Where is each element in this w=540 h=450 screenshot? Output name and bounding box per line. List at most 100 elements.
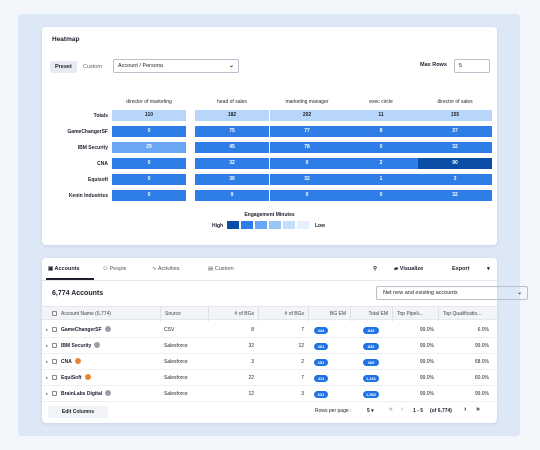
row-checkbox[interactable] [52, 391, 57, 396]
heatmap-cell[interactable]: 11 [344, 110, 418, 121]
heatmap-cell[interactable]: 0 [112, 126, 186, 137]
col-bgs-1-label: # of BGs [234, 311, 254, 317]
expand-caret-icon[interactable]: ▸ [46, 359, 49, 364]
rows-per-page-select[interactable]: 5 ▾ [367, 408, 374, 414]
row-checkbox[interactable] [52, 359, 57, 364]
col-top-pipeline[interactable]: Top Pipeli... [392, 307, 438, 321]
heatmap-cell[interactable]: 1 [344, 174, 418, 185]
heatmap-cell[interactable]: 202 [270, 110, 344, 121]
top-qualification-cell: 68.0% [474, 359, 489, 365]
custom-toggle[interactable]: Custom [83, 64, 102, 70]
heatmap-cell[interactable]: 9 [195, 190, 269, 201]
heatmap-cell[interactable]: 32 [418, 190, 492, 201]
heatmap-cell[interactable]: 0 [344, 142, 418, 153]
export-caret-icon[interactable]: ▾ [487, 266, 490, 272]
heatmap-cell[interactable]: 0 [270, 190, 344, 201]
tab-accounts[interactable]: ▣ Accounts [48, 266, 80, 272]
heatmap-cell[interactable]: 155 [418, 110, 492, 121]
tab-activities[interactable]: ∿ Activities [152, 266, 180, 272]
heatmap-cell[interactable]: 32 [195, 158, 269, 169]
heatmap-cell[interactable]: 0 [112, 190, 186, 201]
heatmap-cell[interactable]: 182 [195, 110, 269, 121]
expand-caret-icon[interactable]: ▸ [46, 391, 49, 396]
heatmap-cell[interactable]: 78 [270, 142, 344, 153]
heatmap-cell[interactable]: 45 [195, 142, 269, 153]
tab-divider [42, 280, 497, 281]
source-cell: Salesforce [164, 375, 188, 381]
bgs-1-cell: 8 [251, 327, 254, 333]
table-row[interactable]: ▸ GameChangerSF CSV 8 7 444 843 99.0% 6.0% [42, 322, 497, 338]
tab-people[interactable]: ⚇ People [103, 266, 127, 272]
status-dot-icon [94, 342, 101, 348]
heatmap-cell[interactable]: 0 [270, 158, 344, 169]
expand-caret-icon[interactable]: ▸ [46, 327, 49, 332]
account-name: EquiSoft [61, 375, 82, 381]
heatmap-cell[interactable]: 32 [418, 142, 492, 153]
heatmap-row-label: GameChangerSF [67, 129, 108, 135]
heatmap-cell[interactable]: 3 [418, 174, 492, 185]
table-row[interactable]: ▸ BrainLabs Digital Salesforce 12 3 631 1,552 9… [42, 386, 497, 402]
bg-em-badge: 251 [314, 359, 328, 366]
tab-custom[interactable]: ▤ Custom [208, 266, 234, 272]
bg-em-badge: 411 [314, 375, 328, 382]
status-dot-icon [74, 358, 81, 364]
edit-columns-button[interactable]: Edit Columns [48, 406, 108, 418]
visualize-button[interactable]: ▰ Visualize [394, 266, 423, 272]
tab-people-label: People [109, 266, 127, 272]
heatmap-cell[interactable]: 0 [112, 174, 186, 185]
account-name-cell[interactable]: IBM Security [61, 338, 101, 354]
heatmap-cell[interactable]: 0 [344, 190, 418, 201]
heatmap-cell[interactable]: 29 [112, 142, 186, 153]
bgs-2-cell: 3 [301, 391, 304, 397]
account-filter-select[interactable]: Net new and existing accounts ⌄ [376, 286, 528, 300]
expand-caret-icon[interactable]: ▸ [46, 375, 49, 380]
prev-page-icon[interactable]: ‹ [401, 406, 404, 413]
row-checkbox[interactable] [52, 343, 57, 348]
preset-toggle[interactable]: Preset [50, 61, 77, 73]
heatmap-cell[interactable]: 0 [112, 158, 186, 169]
account-name-cell[interactable]: EquiSoft [61, 370, 91, 386]
col-account-name[interactable]: Account Name (6,774) [61, 311, 112, 317]
col-top-qualification[interactable]: Top Qualificatio... [438, 307, 493, 321]
col-bg-em[interactable]: BG EM [308, 307, 350, 321]
accounts-card: ▣ Accounts ⚇ People ∿ Activities ▤ Custo… [42, 258, 528, 423]
col-bgs-2[interactable]: # of BGs [258, 307, 308, 321]
top-qualification-cell: 99.0% [474, 391, 489, 397]
heatmap-cell[interactable]: 32 [270, 174, 344, 185]
heatmap-card: Heatmap Preset Custom Account / Persona … [42, 27, 497, 245]
heatmap-cell[interactable]: 75 [195, 126, 269, 137]
source-cell: CSV [164, 327, 175, 333]
top-pipeline-cell: 99.0% [419, 391, 434, 397]
export-button[interactable]: Export [452, 266, 470, 272]
table-row[interactable]: ▸ IBM Security Salesforce 32 12 461 833 99.0% 99… [42, 338, 497, 354]
col-total-em[interactable]: Total EM [350, 307, 392, 321]
heatmap-cell[interactable]: 77 [270, 126, 344, 137]
col-bgs-1[interactable]: # of BGs [208, 307, 258, 321]
dimension-select[interactable]: Account / Persona ⌄ [113, 59, 239, 73]
bgs-2-cell: 2 [301, 359, 304, 365]
heatmap-cell[interactable]: 8 [344, 126, 418, 137]
row-checkbox[interactable] [52, 327, 57, 332]
heatmap-cell[interactable]: 37 [418, 126, 492, 137]
heatmap-cell[interactable]: 30 [195, 174, 269, 185]
legend-swatch [255, 221, 267, 229]
expand-caret-icon[interactable]: ▸ [46, 343, 49, 348]
legend-swatch [283, 221, 295, 229]
table-row[interactable]: ▸ CNA Salesforce 3 2 251 365 99.0% 68.0% [42, 354, 497, 370]
row-checkbox[interactable] [52, 375, 57, 380]
table-row[interactable]: ▸ EquiSoft Salesforce 22 7 411 1,151 99.0% 60.0% [42, 370, 497, 386]
next-page-icon[interactable]: › [464, 406, 467, 413]
heatmap-cell[interactable]: 90 [418, 158, 492, 169]
select-all-checkbox[interactable] [52, 311, 57, 316]
max-rows-input[interactable]: 5 [454, 59, 490, 73]
account-name-cell[interactable]: GameChangerSF [61, 322, 111, 338]
heatmap-cell[interactable]: 110 [112, 110, 186, 121]
account-name-cell[interactable]: CNA [61, 354, 81, 370]
account-name-cell[interactable]: BrainLabs Digital [61, 386, 112, 402]
last-page-icon[interactable]: » [476, 406, 480, 413]
col-source[interactable]: Source [160, 307, 208, 321]
bgs-1-cell: 22 [248, 375, 254, 381]
search-icon[interactable]: ⚲ [373, 266, 378, 272]
first-page-icon[interactable]: « [389, 406, 393, 413]
heatmap-cell[interactable]: 2 [344, 158, 418, 169]
